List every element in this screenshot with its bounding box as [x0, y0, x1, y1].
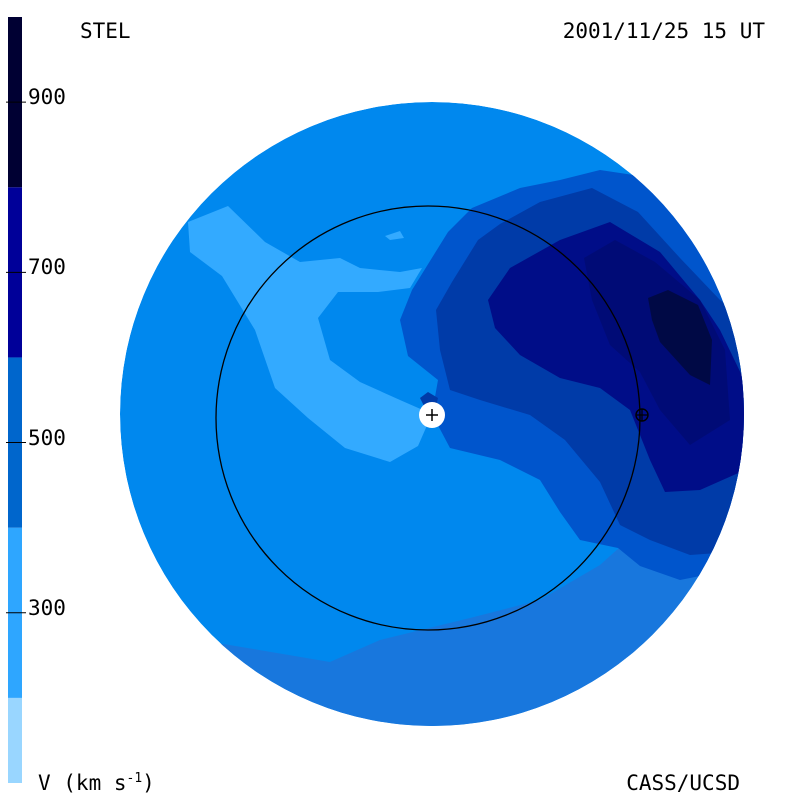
velocity-colorbar — [6, 17, 26, 783]
colorbar-units-label: V (km s-1) — [38, 771, 155, 795]
region-fast-core — [488, 222, 744, 492]
region-peak — [648, 290, 712, 385]
colorbar-tick-label: 900 — [28, 85, 66, 110]
region-slow-wind-arm — [188, 206, 432, 462]
region-slow-wind-islet — [385, 231, 404, 240]
earth-orbit — [215, 205, 641, 631]
earth-icon — [635, 408, 649, 422]
colorbar-tick-label: 700 — [28, 255, 66, 280]
sun-icon — [419, 402, 445, 428]
units-exponent: -1 — [126, 771, 143, 786]
timestamp-label: 2001/11/25 15 UT — [562, 19, 765, 43]
region-peak-halo — [584, 240, 730, 445]
colorbar-band — [8, 697, 22, 783]
units-text: V (km s — [38, 771, 127, 795]
colorbar-tick-label: 500 — [28, 425, 66, 450]
source-label: STEL — [80, 19, 131, 43]
units-close: ) — [142, 771, 155, 795]
colorbar-tick-label: 300 — [28, 595, 66, 620]
credit-label: CASS/UCSD — [626, 771, 740, 795]
